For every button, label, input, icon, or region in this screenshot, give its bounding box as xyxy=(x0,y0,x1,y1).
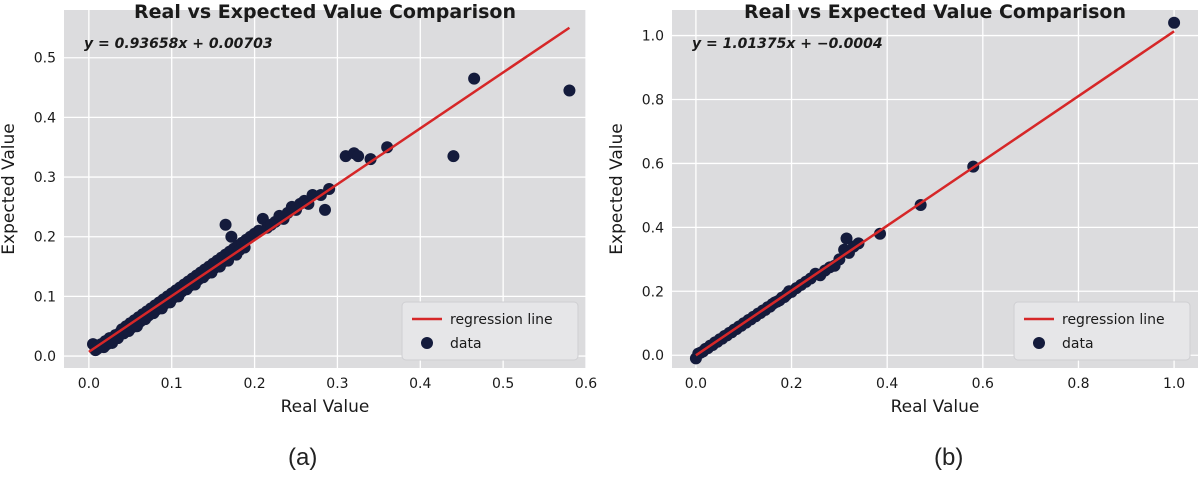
chart-1-equation: y = 1.01375x + −0.0004 xyxy=(692,36,883,52)
chart-1-x-tick-label: 0.4 xyxy=(876,376,898,392)
chart-0-data-point xyxy=(352,150,365,163)
chart-0-x-tick-label: 0.2 xyxy=(243,376,265,392)
chart-1-title: Real vs Expected Value Comparison xyxy=(744,1,1126,23)
chart-0-data-point xyxy=(222,254,235,267)
chart-0-data-point xyxy=(468,72,481,85)
chart-0-legend-label-regression: regression line xyxy=(450,312,553,328)
chart-0-y-tick-label: 0.0 xyxy=(34,349,56,365)
chart-0-x-tick-label: 0.3 xyxy=(326,376,348,392)
chart-1-y-axis-label: Expected Value xyxy=(607,123,627,254)
chart-1-legend xyxy=(1013,301,1191,361)
chart-0-y-tick-label: 0.3 xyxy=(34,170,56,186)
chart-0-y-tick-label: 0.2 xyxy=(34,230,56,246)
caption-b: (b) xyxy=(934,444,964,471)
chart-0-data-point xyxy=(219,218,232,231)
chart-1-legend-marker-swatch xyxy=(1033,337,1045,349)
chart-0-legend-marker-swatch xyxy=(421,337,433,349)
chart-1-x-axis-label: Real Value xyxy=(891,397,980,417)
chart-0-data-point xyxy=(447,150,460,163)
chart-1-data-point xyxy=(1168,16,1181,29)
chart-0-x-tick-label: 0.0 xyxy=(78,376,100,392)
chart-1-data-point xyxy=(874,227,887,240)
chart-1-y-tick-label: 0.6 xyxy=(642,156,664,172)
chart-0-regression-line xyxy=(88,26,571,353)
chart-1-legend-label-data: data xyxy=(1062,336,1094,352)
chart-0-equation: y = 0.93658x + 0.00703 xyxy=(84,36,273,52)
chart-1-y-tick-label: 0.4 xyxy=(642,220,664,236)
chart-0-y-tick-label: 0.5 xyxy=(34,51,56,67)
chart-1-x-tick-label: 0.6 xyxy=(972,376,994,392)
chart-1-y-tick-label: 0.0 xyxy=(642,348,664,364)
chart-0-title: Real vs Expected Value Comparison xyxy=(134,1,516,23)
chart-0-x-tick-label: 0.4 xyxy=(409,376,431,392)
chart-0-y-axis-label: Expected Value xyxy=(0,123,19,254)
chart-1-legend-label-regression: regression line xyxy=(1062,312,1165,328)
chart-b: 0.0 0.2 0.4 0.6 0.8 1.0 0.0 0.2 0.4 0.6 0.8 1.0 Real… xyxy=(607,1,1198,417)
chart-0-y-tick-label: 0.4 xyxy=(34,110,56,126)
chart-0-legend-label-data: data xyxy=(450,336,482,352)
chart-0-x-tick-label: 0.5 xyxy=(492,376,514,392)
chart-1-x-tick-label: 0.8 xyxy=(1067,376,1089,392)
chart-0-data-point xyxy=(225,230,238,243)
chart-1-data-point xyxy=(840,232,853,245)
chart-1-y-tick-label: 0.8 xyxy=(642,93,664,109)
chart-1-y-tick-label: 0.2 xyxy=(642,284,664,300)
chart-1-regression-line xyxy=(695,30,1175,357)
chart-1-x-tick-label: 1.0 xyxy=(1163,376,1185,392)
chart-0-legend xyxy=(401,301,579,361)
chart-0-data-point xyxy=(319,203,331,216)
chart-0-x-tick-label: 0.6 xyxy=(575,376,597,392)
chart-a: 0.0 0.1 0.2 0.3 0.4 0.5 0.6 0.0 0.1 0.2 0.3 0.4 0.5 R… xyxy=(0,1,597,417)
chart-1-y-tick-label: 1.0 xyxy=(642,29,664,45)
chart-0-data-point xyxy=(563,84,576,97)
chart-0-y-tick-label: 0.1 xyxy=(34,289,56,305)
chart-0-data-point xyxy=(381,141,394,154)
chart-0-data-point xyxy=(256,212,269,225)
chart-0-x-axis-label: Real Value xyxy=(281,397,370,417)
caption-a: (a) xyxy=(288,444,318,471)
chart-1-x-tick-label: 0.2 xyxy=(780,376,802,392)
chart-0-data-point xyxy=(364,153,377,166)
chart-1-x-tick-label: 0.0 xyxy=(685,376,707,392)
chart-0-x-tick-label: 0.1 xyxy=(161,376,183,392)
